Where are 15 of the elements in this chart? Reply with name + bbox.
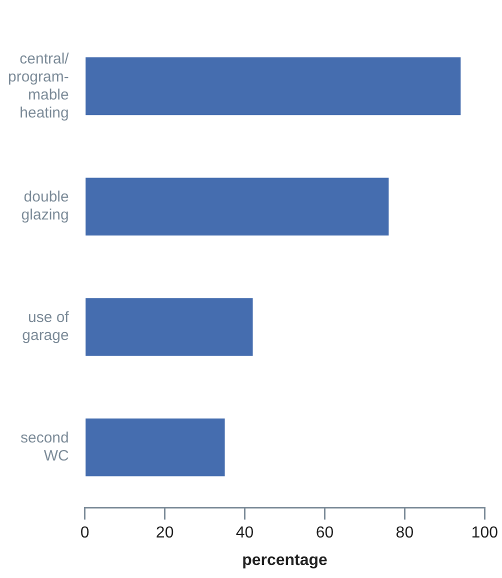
bar (86, 298, 253, 356)
x-tick-label: 0 (80, 524, 90, 542)
y-tick-label: second WC (20, 430, 70, 465)
y-tick-label: central/ program- mable heating (8, 50, 70, 122)
x-tick-label: 80 (396, 524, 414, 542)
x-tick-label: 20 (156, 524, 174, 542)
x-axis-title: percentage (242, 552, 328, 569)
y-tick-label: double glazing (21, 188, 69, 224)
y-tick-label: use of garage (22, 309, 70, 344)
bar (86, 418, 225, 476)
x-tick-label: 60 (316, 524, 334, 542)
x-tick-label: 40 (236, 524, 254, 542)
bar (86, 57, 461, 116)
x-tick-label: 100 (471, 524, 498, 542)
bar (86, 178, 389, 236)
